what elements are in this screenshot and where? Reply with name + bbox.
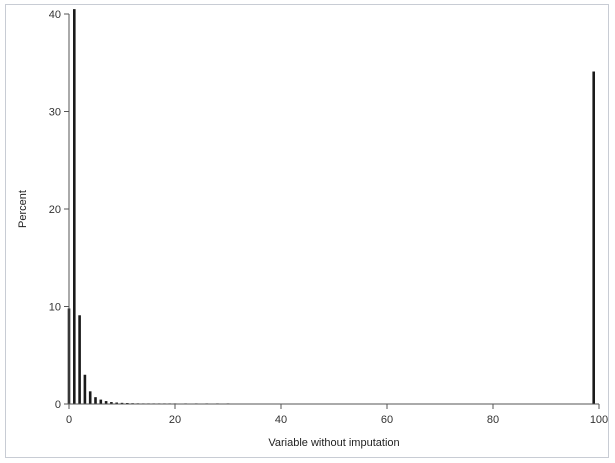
y-tick-label: 10 xyxy=(49,302,61,314)
x-tick-label: 0 xyxy=(66,414,72,426)
bar xyxy=(104,401,108,404)
x-tick-label: 100 xyxy=(590,414,608,426)
bar-group xyxy=(67,9,595,405)
bar xyxy=(83,374,87,404)
bar xyxy=(88,391,92,404)
y-tick-group: 0 10 20 30 40 xyxy=(49,9,69,411)
bar xyxy=(115,402,118,404)
x-axis-label: Variable without imputation xyxy=(268,437,399,449)
bar xyxy=(78,315,81,404)
bar xyxy=(120,402,124,404)
y-tick-label: 40 xyxy=(49,9,61,21)
bar xyxy=(73,9,76,405)
chart-frame: 0 10 20 30 40 0 20 40 60 80 100 Percent Variable … xyxy=(5,4,609,458)
y-tick-label: 20 xyxy=(49,204,61,216)
bar xyxy=(592,71,595,405)
x-tick-label: 80 xyxy=(487,414,499,426)
x-tick-label: 20 xyxy=(169,414,181,426)
y-tick-label: 0 xyxy=(55,399,61,411)
bar xyxy=(99,399,103,404)
bar xyxy=(110,402,113,404)
y-tick-label: 30 xyxy=(49,107,61,119)
x-tick-label: 40 xyxy=(275,414,287,426)
y-axis-label: Percent xyxy=(17,190,29,228)
x-tick-group: 0 20 40 60 80 100 xyxy=(66,404,608,426)
x-tick-label: 60 xyxy=(381,414,393,426)
bar xyxy=(94,397,97,404)
histogram-chart: 0 10 20 30 40 0 20 40 60 80 100 Percent Variable … xyxy=(17,9,608,449)
